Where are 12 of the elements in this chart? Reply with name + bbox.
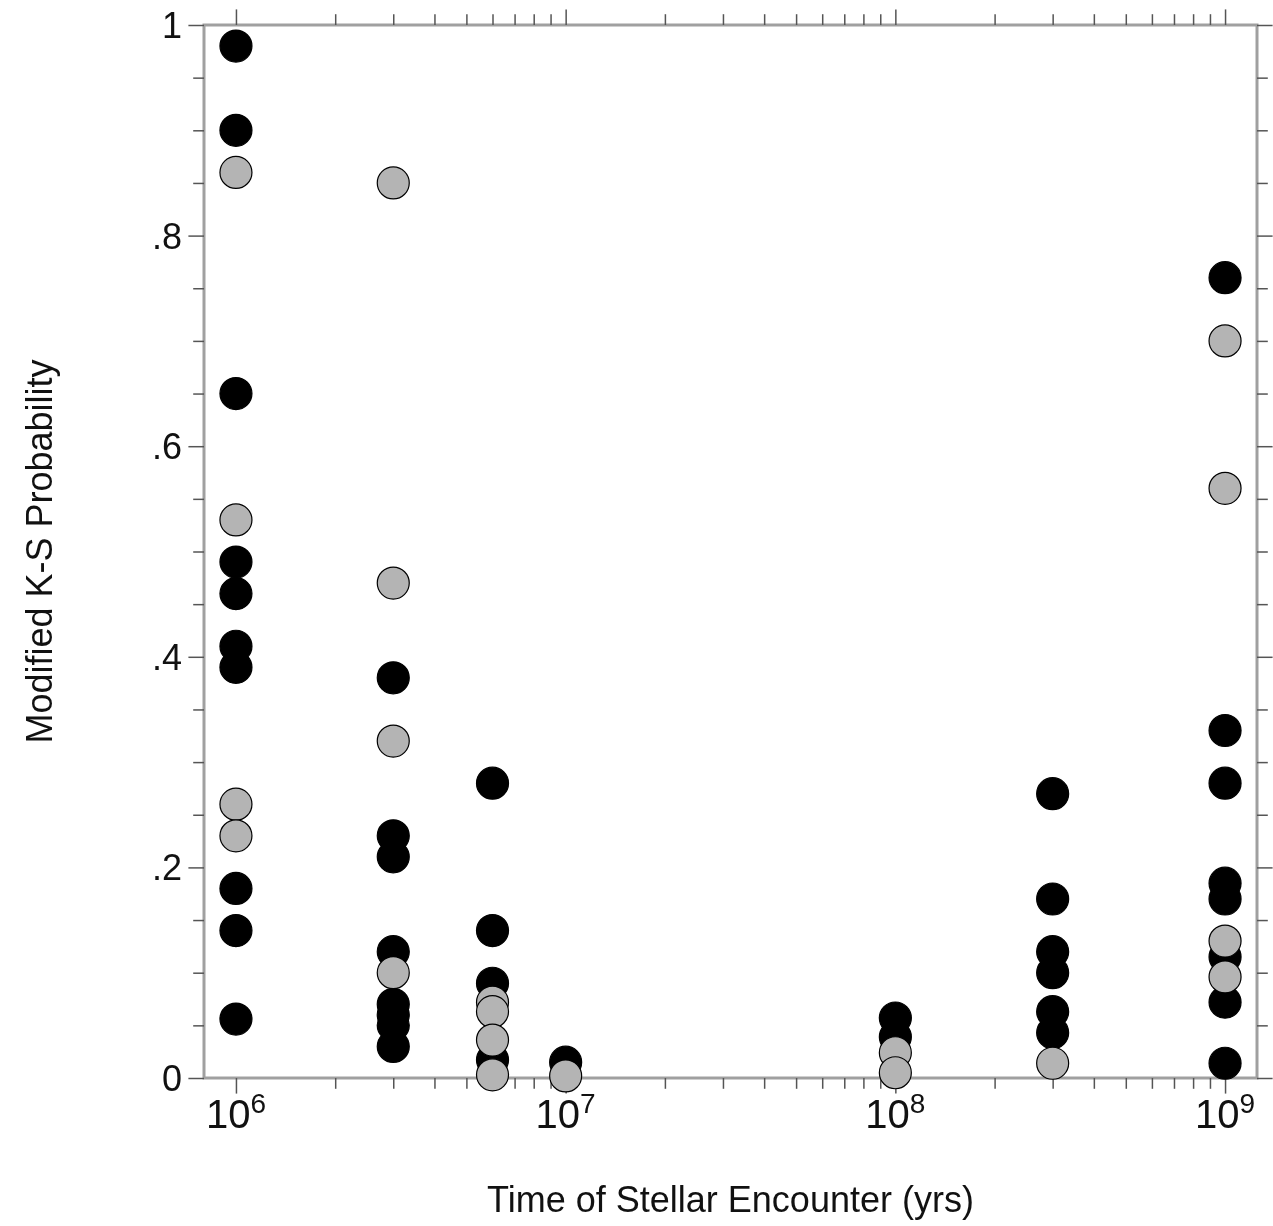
y-tick-label: .6 <box>151 426 182 468</box>
y-axis-title: Modified K-S Probability <box>19 359 60 744</box>
y-tick-label: 0 <box>161 1058 182 1099</box>
y-tick-label: .8 <box>151 215 182 257</box>
x-tick-label: 10$^{8}$ <box>865 1087 926 1136</box>
x-axis-title: Time of Stellar Encounter (yrs) <box>487 1179 974 1220</box>
y-tick-label: 1 <box>161 5 182 46</box>
y-tick-label: .2 <box>151 847 182 889</box>
y-tick-label: .4 <box>151 636 182 678</box>
x-tick-label: 10$^{7}$ <box>535 1087 596 1136</box>
x-tick-label: 10$^{6}$ <box>205 1087 266 1136</box>
x-tick-label: 10$^{9}$ <box>1195 1087 1256 1136</box>
